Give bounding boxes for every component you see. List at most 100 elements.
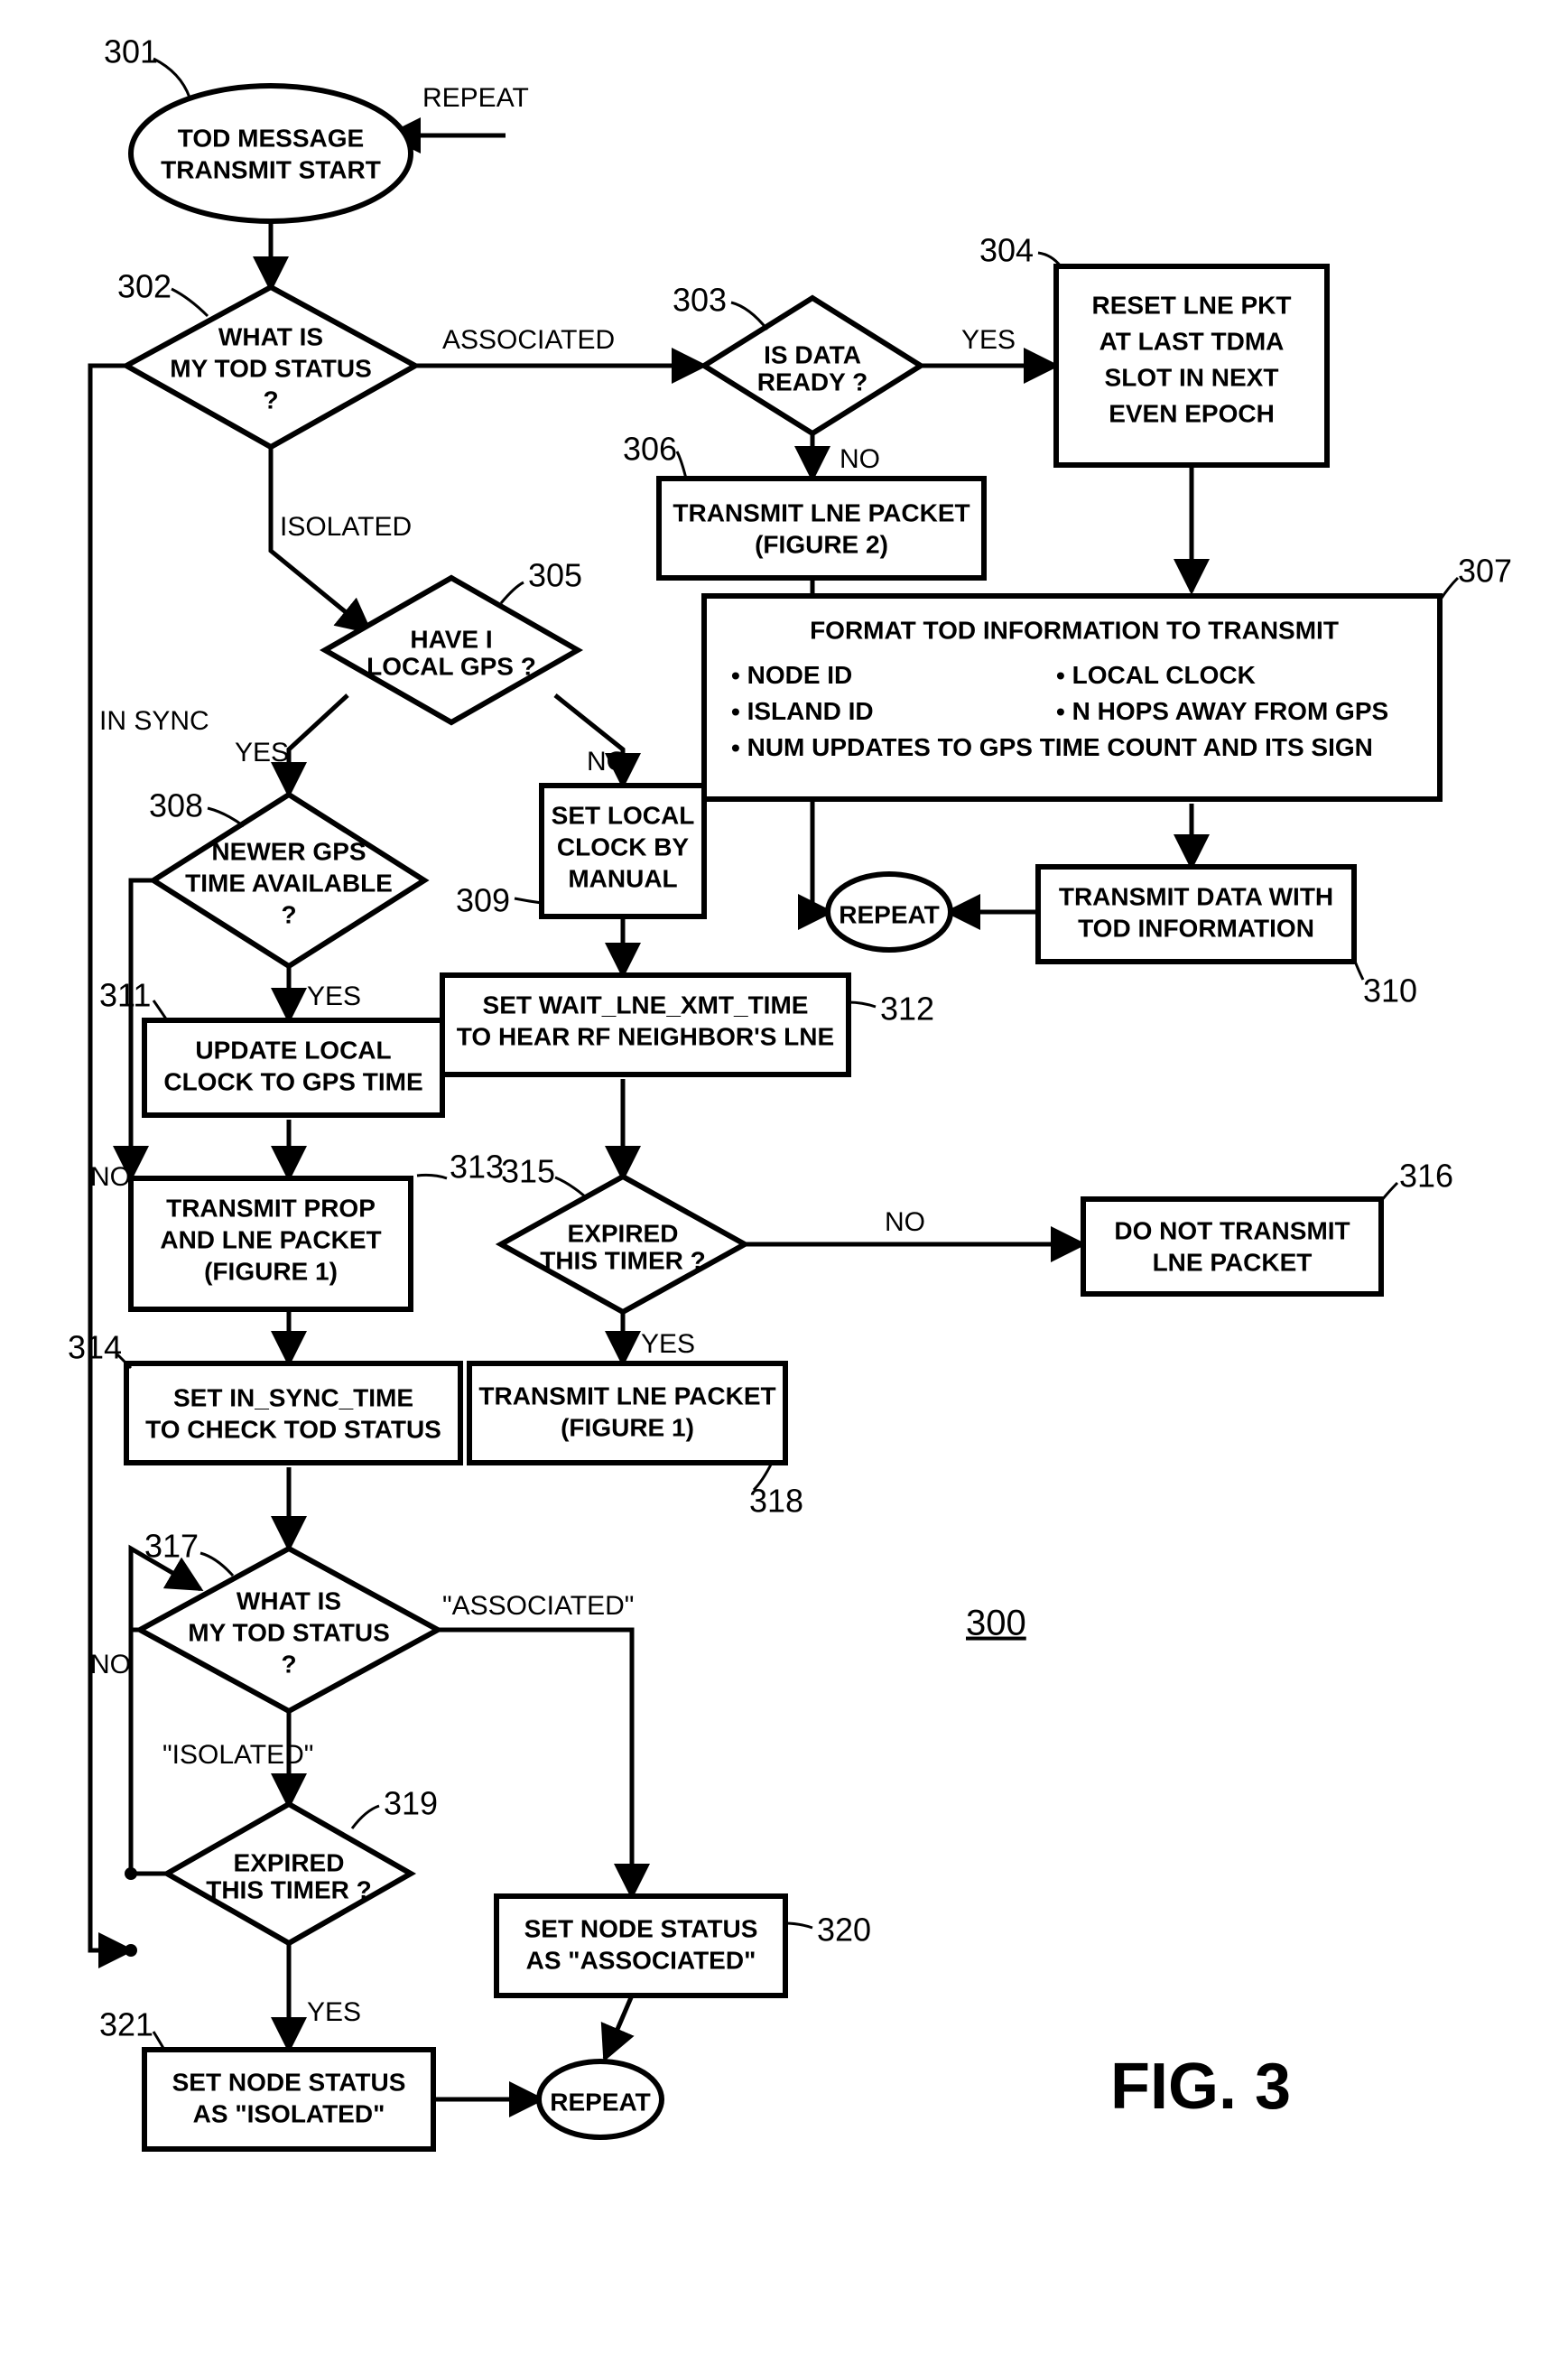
edge-label-repeat-in: REPEAT (422, 83, 529, 113)
ref-311: 311 (99, 977, 151, 1014)
leader-302 (172, 289, 208, 316)
leader-311 (153, 1000, 167, 1020)
svg-text:(FIGURE 1): (FIGURE 1) (204, 1257, 338, 1285)
edge-label-308-yes: YES (307, 981, 361, 1011)
svg-text:TIME AVAILABLE: TIME AVAILABLE (185, 869, 393, 897)
svg-text:• NUM UPDATES TO GPS TIME COUN: • NUM UPDATES TO GPS TIME COUNT AND ITS … (731, 733, 1373, 761)
svg-text:SET NODE STATUS: SET NODE STATUS (524, 1914, 758, 1942)
ref-317: 317 (144, 1528, 199, 1565)
svg-text:RESET LNE PKT: RESET LNE PKT (1092, 291, 1292, 319)
ref-312: 312 (880, 991, 934, 1028)
ref-309: 309 (456, 882, 510, 919)
node-303: IS DATA READY ? (704, 298, 921, 433)
edge-label-317-assoc: "ASSOCIATED" (442, 1591, 634, 1621)
ref-319: 319 (384, 1785, 438, 1822)
edge-319-no (131, 1549, 200, 1874)
node-316: DO NOT TRANSMIT LNE PACKET (1083, 1199, 1381, 1294)
svg-text:• NODE ID: • NODE ID (731, 661, 852, 689)
node-321: SET NODE STATUS AS "ISOLATED" (144, 2050, 433, 2149)
edge-label-303-yes: YES (961, 325, 1016, 355)
svg-text:NEWER GPS: NEWER GPS (211, 837, 366, 865)
ref-303: 303 (673, 282, 727, 319)
svg-text:THIS TIMER ?: THIS TIMER ? (206, 1875, 372, 1903)
svg-text:TRANSMIT DATA WITH: TRANSMIT DATA WITH (1059, 882, 1333, 910)
svg-text:?: ? (281, 900, 296, 928)
leader-308 (208, 808, 244, 826)
node-304: RESET LNE PKT AT LAST TDMA SLOT IN NEXT … (1056, 266, 1327, 465)
leader-315 (555, 1177, 585, 1196)
svg-text:TRANSMIT START: TRANSMIT START (161, 155, 381, 183)
edge-label-303-no: NO (840, 444, 880, 474)
ref-314: 314 (68, 1329, 122, 1366)
flowchart: REPEAT ASSOCIATED YES NO ISOLATED IN SYN… (0, 0, 1568, 2363)
figure-ref: 300 (966, 1604, 1026, 1643)
svg-text:READY ?: READY ? (757, 367, 868, 395)
svg-text:(FIGURE 1): (FIGURE 1) (561, 1413, 694, 1441)
svg-text:THIS TIMER ?: THIS TIMER ? (540, 1246, 706, 1274)
node-315: EXPIRED THIS TIMER ? (501, 1177, 745, 1312)
svg-text:SET LOCAL: SET LOCAL (552, 801, 695, 829)
ref-301: 301 (104, 33, 158, 70)
svg-text:TO HEAR RF NEIGHBOR'S LNE: TO HEAR RF NEIGHBOR'S LNE (457, 1022, 834, 1050)
ref-302: 302 (117, 268, 172, 305)
svg-text:CLOCK BY: CLOCK BY (557, 833, 690, 861)
edge-label-isolated: ISOLATED (280, 512, 412, 542)
node-repeat1: REPEAT (828, 874, 951, 950)
ref-308: 308 (149, 787, 203, 824)
node-310: TRANSMIT DATA WITH TOD INFORMATION (1038, 867, 1354, 962)
ref-306: 306 (623, 431, 677, 468)
svg-text:CLOCK TO GPS TIME: CLOCK TO GPS TIME (163, 1067, 422, 1095)
svg-text:TRANSMIT PROP: TRANSMIT PROP (166, 1194, 376, 1222)
svg-text:AS "ASSOCIATED": AS "ASSOCIATED" (526, 1946, 756, 1974)
ref-313: 313 (450, 1149, 504, 1186)
edge-317-320 (433, 1630, 632, 1896)
edge-305-308 (289, 695, 348, 795)
svg-text:?: ? (263, 386, 278, 414)
edge-label-317-no: NO (90, 1650, 131, 1679)
leader-320 (785, 1923, 812, 1928)
ref-321: 321 (99, 2006, 153, 2043)
node-306: TRANSMIT LNE PACKET (FIGURE 2) (659, 479, 984, 578)
ref-307: 307 (1458, 553, 1512, 590)
svg-text:WHAT IS: WHAT IS (218, 322, 323, 350)
svg-text:• ISLAND ID: • ISLAND ID (731, 697, 874, 725)
svg-text:TRANSMIT LNE PACKET: TRANSMIT LNE PACKET (673, 498, 970, 526)
svg-text:EVEN EPOCH: EVEN EPOCH (1109, 399, 1275, 427)
ref-320: 320 (817, 1912, 871, 1949)
svg-text:• N HOPS AWAY FROM GPS: • N HOPS AWAY FROM GPS (1056, 697, 1388, 725)
svg-text:LNE PACKET: LNE PACKET (1153, 1248, 1313, 1276)
svg-text:MANUAL: MANUAL (568, 864, 677, 892)
svg-text:AND LNE PACKET: AND LNE PACKET (160, 1225, 381, 1253)
node-305: HAVE I LOCAL GPS ? (325, 578, 578, 722)
node-319: EXPIRED THIS TIMER ? (167, 1804, 411, 1943)
leader-316 (1381, 1183, 1397, 1201)
svg-text:SET IN_SYNC_TIME: SET IN_SYNC_TIME (173, 1383, 413, 1411)
svg-text:SET WAIT_LNE_XMT_TIME: SET WAIT_LNE_XMT_TIME (483, 991, 809, 1019)
svg-text:TOD INFORMATION: TOD INFORMATION (1078, 914, 1314, 942)
edge-label-305-yes: YES (235, 738, 289, 768)
svg-text:LOCAL GPS ?: LOCAL GPS ? (366, 652, 536, 680)
edge-302-insync (90, 366, 131, 1950)
merge-dot-insync (125, 1944, 137, 1957)
svg-text:EXPIRED: EXPIRED (234, 1848, 345, 1876)
svg-text:MY TOD STATUS: MY TOD STATUS (188, 1618, 390, 1646)
svg-text:• LOCAL CLOCK: • LOCAL CLOCK (1056, 661, 1256, 689)
svg-text:SLOT IN NEXT: SLOT IN NEXT (1105, 363, 1279, 391)
edge-label-305-no: NO (587, 747, 627, 777)
leader-317 (200, 1553, 233, 1576)
node-302: WHAT IS MY TOD STATUS ? (126, 287, 415, 447)
leader-305 (501, 582, 524, 603)
node-repeat2: REPEAT (539, 2061, 662, 2137)
svg-text:?: ? (281, 1650, 296, 1678)
svg-text:AT LAST TDMA: AT LAST TDMA (1099, 327, 1285, 355)
svg-text:DO NOT TRANSMIT: DO NOT TRANSMIT (1114, 1216, 1350, 1244)
leader-303 (731, 302, 767, 330)
svg-text:REPEAT: REPEAT (550, 2088, 651, 2116)
edge-label-317-isol: "ISOLATED" (162, 1740, 313, 1770)
svg-text:TOD MESSAGE: TOD MESSAGE (178, 124, 364, 152)
svg-text:WHAT IS: WHAT IS (237, 1586, 341, 1614)
node-312: SET WAIT_LNE_XMT_TIME TO HEAR RF NEIGHBO… (442, 975, 849, 1075)
merge-dot-319 (125, 1867, 137, 1880)
svg-text:MY TOD STATUS: MY TOD STATUS (170, 354, 372, 382)
svg-text:FORMAT TOD INFORMATION TO TRAN: FORMAT TOD INFORMATION TO TRANSMIT (810, 616, 1339, 644)
